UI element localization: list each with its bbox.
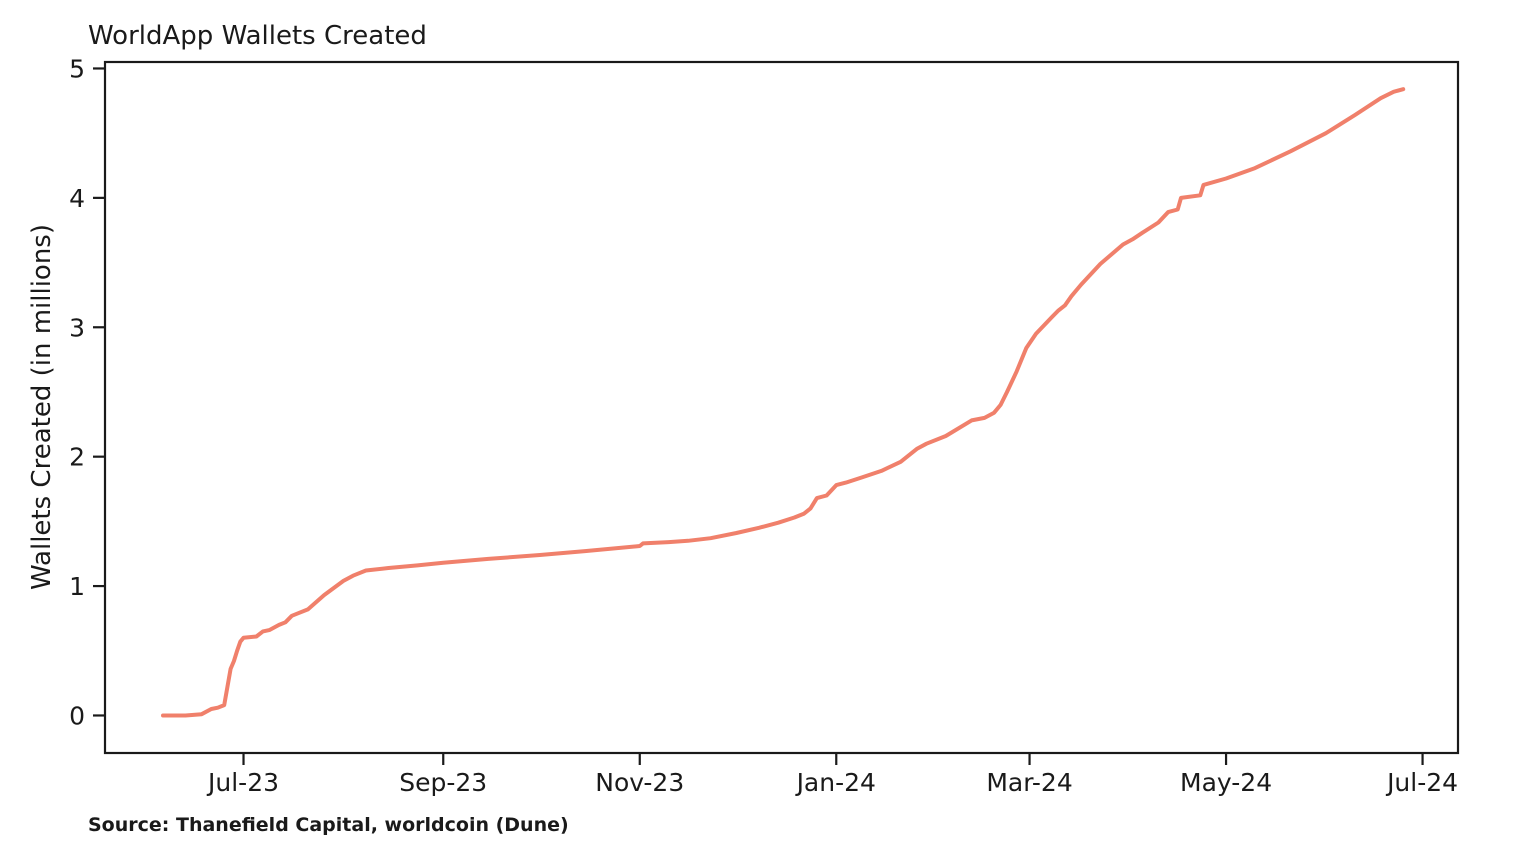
chart-title: WorldApp Wallets Created	[88, 21, 427, 51]
x-tick-label: Jul-23	[206, 768, 279, 797]
y-tick-label: 3	[69, 313, 85, 342]
plot-area: Jul-23 Sep-23 Nov-23 Jan-24 Mar-24 May-24 Jul-…	[69, 54, 1458, 797]
x-tick-label: Sep-23	[399, 768, 487, 797]
x-tick-label: May-24	[1180, 768, 1272, 797]
x-tick-label: Nov-23	[595, 768, 684, 797]
y-tick-label: 4	[69, 184, 85, 213]
y-axis-label: Wallets Created (in millions)	[27, 224, 57, 590]
x-tick-label: Mar-24	[986, 768, 1072, 797]
source-note: Source: Thanefield Capital, worldcoin (D…	[88, 814, 569, 836]
y-tick-label: 1	[69, 572, 85, 601]
y-tick-label: 5	[69, 54, 85, 83]
plot-frame	[103, 60, 1460, 755]
y-tick-label: 0	[69, 701, 85, 730]
x-tick-label: Jan-24	[795, 768, 876, 797]
x-tick-label: Jul-24	[1385, 768, 1458, 797]
y-tick-label: 2	[69, 443, 85, 472]
data-line-worldapp	[161, 87, 1406, 718]
